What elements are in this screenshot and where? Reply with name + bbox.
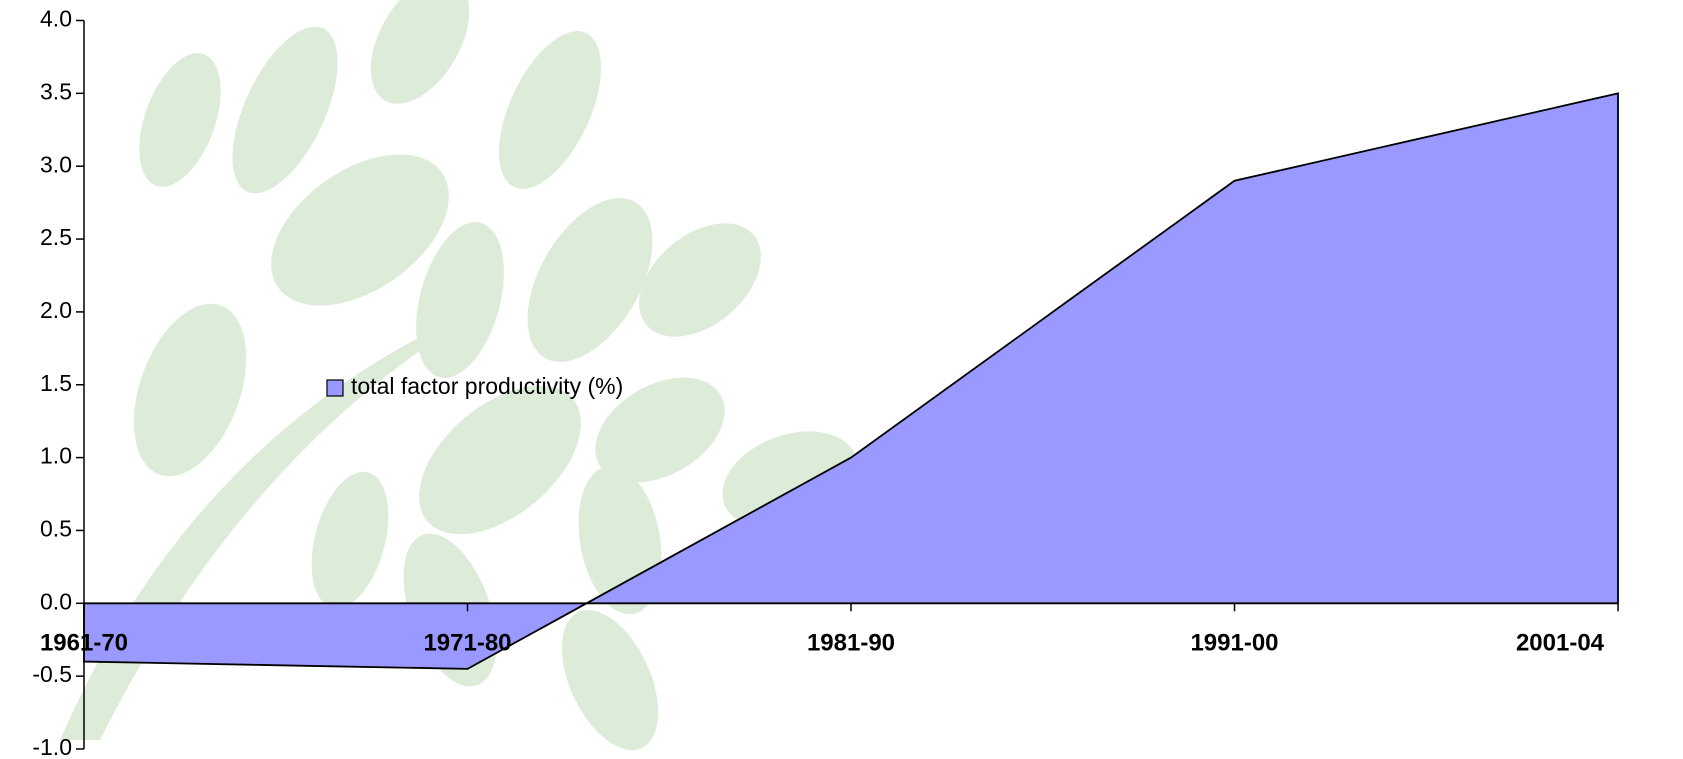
y-tick-label: -1.0 — [32, 734, 72, 759]
y-tick-label: 3.0 — [40, 151, 72, 177]
y-tick-label: 1.0 — [40, 443, 72, 469]
x-tick-label: 2001-04 — [1516, 630, 1605, 657]
background-leaves — [60, 0, 858, 751]
y-tick-label: -0.5 — [32, 661, 72, 687]
y-tick-label: 3.5 — [40, 78, 72, 104]
x-tick-label: 1991-00 — [1190, 630, 1278, 657]
y-tick-label: 2.0 — [40, 297, 72, 323]
y-tick-label: 2.5 — [40, 224, 72, 250]
y-tick-label: 4.0 — [40, 6, 72, 32]
legend-swatch — [326, 379, 344, 397]
y-tick-label: 0.0 — [40, 588, 72, 614]
x-tick-label: 1961-70 — [40, 630, 128, 657]
y-tick-label: 0.5 — [40, 516, 72, 542]
area — [83, 92, 1619, 670]
y-tick-label: 1.5 — [40, 370, 72, 396]
x-tick-label: 1971-80 — [423, 630, 511, 657]
legend-label: total factor productivity (%) — [351, 373, 623, 399]
x-tick-label: 1981-90 — [807, 630, 895, 657]
plot-area: -1.0 -0.5 0.0 0.5 1.0 1.5 2.0 2.5 3.0 3.5 4.0 1961-… — [32, 6, 1619, 759]
